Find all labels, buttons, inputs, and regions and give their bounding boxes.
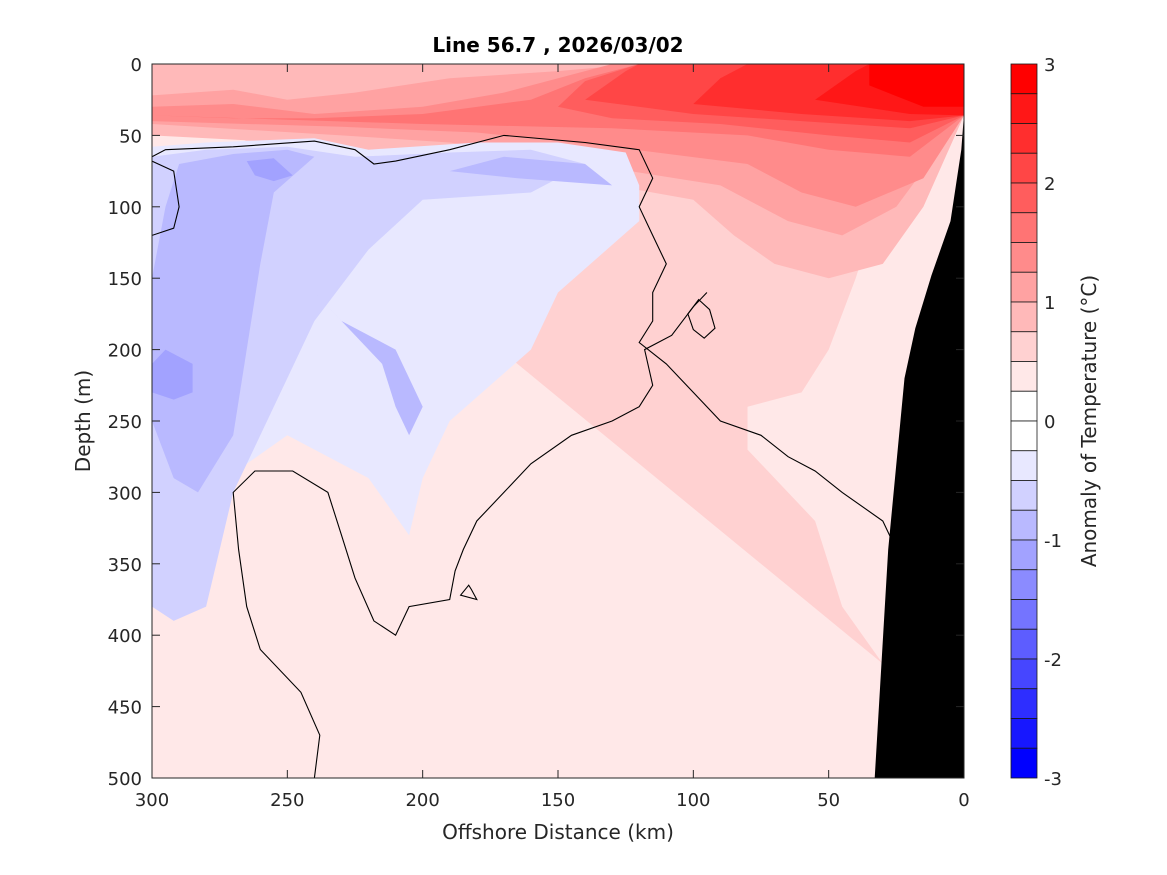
x-axis-label: Offshore Distance (km) (442, 820, 674, 844)
zero-contour-line (152, 134, 964, 636)
colorbar-tick-label: 1 (1044, 293, 1055, 314)
y-tick-label: 350 (108, 555, 142, 576)
x-tick-label: 150 (541, 790, 575, 811)
x-axis: 300 250 200 150 100 50 0 (135, 64, 970, 811)
y-tick-label: 50 (119, 126, 142, 147)
colorbar-tick-label: 3 (1044, 55, 1055, 76)
colorbar-band (1010, 390, 1038, 422)
seafloor-layer (874, 114, 964, 778)
zero-contour-loop (687, 298, 716, 339)
y-tick-label: 150 (108, 269, 142, 290)
colorbar-band (1010, 123, 1038, 154)
colorbar-tick-label: 0 (1044, 412, 1055, 433)
y-tick-label: 0 (131, 55, 142, 76)
contour-region (869, 64, 964, 107)
contour-region (314, 292, 423, 436)
colorbar-band (1010, 301, 1038, 333)
contour-region (152, 146, 586, 621)
colorbar-band (1010, 331, 1038, 362)
colorbar-band (1010, 271, 1038, 303)
y-tick-label: 300 (108, 483, 142, 504)
x-tick-label: 100 (676, 790, 710, 811)
contour-region (152, 349, 193, 400)
x-tick-label: 200 (405, 790, 439, 811)
y-tick-label: 200 (108, 341, 142, 362)
colorbar-band (1010, 658, 1038, 690)
y-tick-label: 100 (108, 198, 142, 219)
chart-title: Line 56.7 , 2026/03/02 (432, 33, 683, 57)
colorbar-band (1010, 747, 1038, 779)
contour-region (449, 156, 613, 186)
colorbar-band (1010, 628, 1038, 660)
x-tick-label: 300 (135, 790, 169, 811)
zero-contour-lines (152, 134, 964, 778)
x-tick-label: 50 (817, 790, 840, 811)
y-tick-label: 250 (108, 412, 142, 433)
contour-region (246, 158, 293, 182)
colorbar-band (1010, 420, 1038, 452)
zero-contour-loop (459, 584, 478, 601)
colorbar: 3 2 1 0 -1 -2 -3 (1010, 55, 1062, 790)
colorbar-band (1010, 242, 1038, 273)
contour-fills (152, 64, 964, 778)
colorbar-band (1010, 93, 1038, 124)
y-tick-label: 500 (108, 769, 142, 790)
colorbar-label: Anomaly of Temperature (°C) (1077, 275, 1101, 567)
colorbar-band (1010, 63, 1038, 95)
colorbar-tick-label: -3 (1044, 769, 1062, 790)
colorbar-band (1010, 539, 1038, 571)
plot-area (152, 64, 964, 778)
colorbar-band (1010, 182, 1038, 214)
y-tick-label: 400 (108, 626, 142, 647)
zero-contour-line (152, 160, 180, 236)
seafloor-bathymetry (874, 114, 964, 778)
colorbar-band (1010, 718, 1038, 749)
colorbar-band (1010, 480, 1038, 511)
colorbar-band (1010, 509, 1038, 541)
x-tick-label: 250 (270, 790, 304, 811)
y-axis-label: Depth (m) (71, 370, 95, 472)
colorbar-band (1010, 688, 1038, 719)
y-tick-label: 450 (108, 698, 142, 719)
colorbar-tick-label: -2 (1044, 650, 1062, 671)
zero-contour-line (232, 292, 708, 778)
colorbar-band (1010, 599, 1038, 630)
colorbar-band (1010, 212, 1038, 243)
colorbar-band (1010, 569, 1038, 600)
colorbar-tick-label: 2 (1044, 174, 1055, 195)
colorbar-band (1010, 450, 1038, 481)
colorbar-band (1010, 152, 1038, 184)
colorbar-tick-label: -1 (1044, 531, 1062, 552)
y-axis: 0 50 100 150 200 250 300 350 400 450 500 (108, 55, 964, 790)
colorbar-band (1010, 361, 1038, 392)
contour-region (152, 149, 315, 493)
x-tick-label: 0 (958, 790, 969, 811)
